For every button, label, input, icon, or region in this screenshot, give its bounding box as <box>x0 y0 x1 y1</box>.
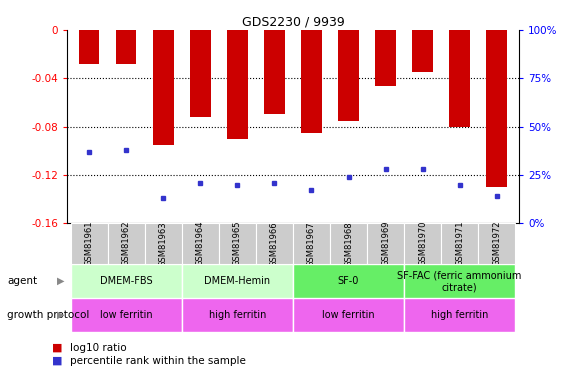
Text: growth protocol: growth protocol <box>7 310 89 320</box>
Bar <box>264 30 285 114</box>
Bar <box>71 298 182 332</box>
Bar <box>338 30 359 120</box>
Bar <box>404 264 515 298</box>
Bar <box>71 223 108 264</box>
Text: GSM81961: GSM81961 <box>85 221 94 267</box>
Bar <box>486 30 507 187</box>
Bar <box>293 298 404 332</box>
Text: agent: agent <box>7 276 37 286</box>
Text: GSM81967: GSM81967 <box>307 221 316 267</box>
Bar <box>219 223 256 264</box>
Text: GSM81962: GSM81962 <box>122 221 131 267</box>
Text: SF-0: SF-0 <box>338 276 359 286</box>
Text: log10 ratio: log10 ratio <box>70 343 127 353</box>
Bar <box>71 264 182 298</box>
Text: ■: ■ <box>52 343 63 353</box>
Text: GSM81968: GSM81968 <box>344 221 353 267</box>
Text: high ferritin: high ferritin <box>431 310 489 320</box>
Bar <box>182 264 293 298</box>
Title: GDS2230 / 9939: GDS2230 / 9939 <box>241 16 345 29</box>
Bar <box>412 30 433 72</box>
Text: GSM81966: GSM81966 <box>270 221 279 267</box>
Bar <box>449 30 470 127</box>
Text: GSM81971: GSM81971 <box>455 221 464 267</box>
Text: ▶: ▶ <box>57 276 65 286</box>
Bar <box>108 223 145 264</box>
Bar <box>116 30 136 64</box>
Text: ■: ■ <box>52 356 63 366</box>
Bar <box>227 30 248 139</box>
Bar <box>375 30 396 86</box>
Text: percentile rank within the sample: percentile rank within the sample <box>70 356 246 366</box>
Text: ▶: ▶ <box>57 310 65 320</box>
Text: DMEM-FBS: DMEM-FBS <box>100 276 153 286</box>
Text: GSM81969: GSM81969 <box>381 221 390 267</box>
Bar <box>404 298 515 332</box>
Bar <box>293 264 404 298</box>
Text: low ferritin: low ferritin <box>100 310 153 320</box>
Text: GSM81970: GSM81970 <box>418 221 427 267</box>
Text: DMEM-Hemin: DMEM-Hemin <box>205 276 271 286</box>
Bar <box>293 223 330 264</box>
Bar <box>330 223 367 264</box>
Bar <box>190 30 210 117</box>
Text: high ferritin: high ferritin <box>209 310 266 320</box>
Text: GSM81965: GSM81965 <box>233 221 242 267</box>
Bar <box>301 30 322 133</box>
Bar <box>145 223 182 264</box>
Bar <box>441 223 478 264</box>
Bar <box>256 223 293 264</box>
Bar <box>182 298 293 332</box>
Bar <box>79 30 100 64</box>
Text: low ferritin: low ferritin <box>322 310 375 320</box>
Bar <box>404 223 441 264</box>
Text: GSM81972: GSM81972 <box>492 221 501 267</box>
Bar <box>182 223 219 264</box>
Text: SF-FAC (ferric ammonium
citrate): SF-FAC (ferric ammonium citrate) <box>398 270 522 292</box>
Text: GSM81964: GSM81964 <box>196 221 205 267</box>
Bar <box>367 223 404 264</box>
Bar <box>153 30 174 145</box>
Text: GSM81963: GSM81963 <box>159 221 168 267</box>
Bar <box>478 223 515 264</box>
